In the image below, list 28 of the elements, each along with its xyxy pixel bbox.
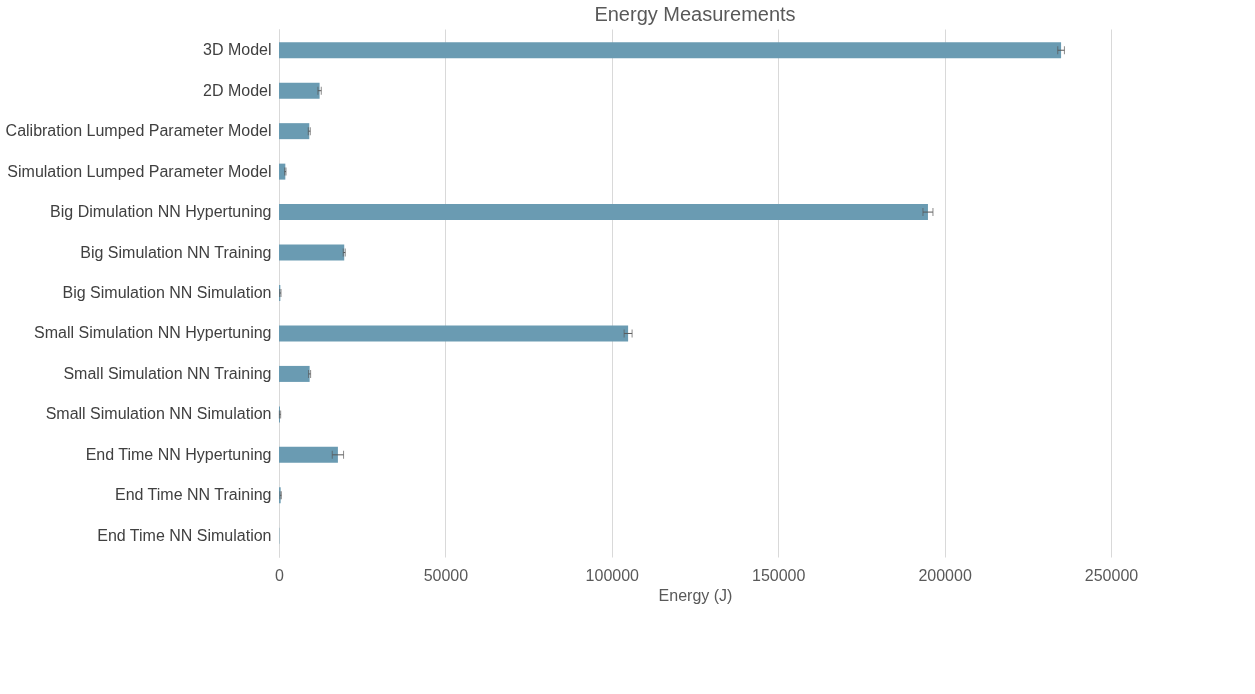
y-tick-label: Big Simulation NN Simulation (62, 284, 272, 301)
x-axis-title: Energy (J) (658, 586, 733, 604)
y-tick-label: End Time NN Hypertuning (85, 445, 272, 463)
bar (279, 204, 928, 221)
x-tick-label: 200000 (918, 566, 972, 584)
bar (279, 123, 310, 140)
chart-title: Energy Measurements (594, 3, 796, 25)
x-tick-label: 50000 (423, 566, 469, 584)
bar (279, 446, 338, 463)
y-tick-label: Small Simulation NN Simulation (45, 405, 272, 423)
y-tick-label: Small Simulation NN Training (63, 364, 272, 382)
y-tick-label: Calibration Lumped Parameter Model (5, 122, 272, 140)
x-tick-label: 150000 (752, 566, 806, 584)
y-tick-label: 2D Model (203, 81, 272, 99)
x-tick-label: 0 (275, 566, 285, 584)
bar (279, 244, 345, 261)
x-tick-label: 250000 (1084, 566, 1139, 584)
bar (279, 82, 320, 99)
bar (279, 365, 310, 382)
y-tick-label: End Time NN Simulation (97, 526, 272, 544)
y-tick-label: Simulation Lumped Parameter Model (7, 162, 272, 180)
bar (279, 163, 286, 180)
y-tick-label: Small Simulation NN Hypertuning (34, 324, 272, 342)
y-tick-label: End Time NN Training (114, 486, 272, 504)
y-tick-label: Big Dimulation NN Hypertuning (50, 203, 272, 221)
y-tick-label: Big Simulation NN Training (80, 243, 272, 261)
x-tick-label: 100000 (585, 566, 640, 584)
y-tick-label: 3D Model (203, 41, 272, 59)
